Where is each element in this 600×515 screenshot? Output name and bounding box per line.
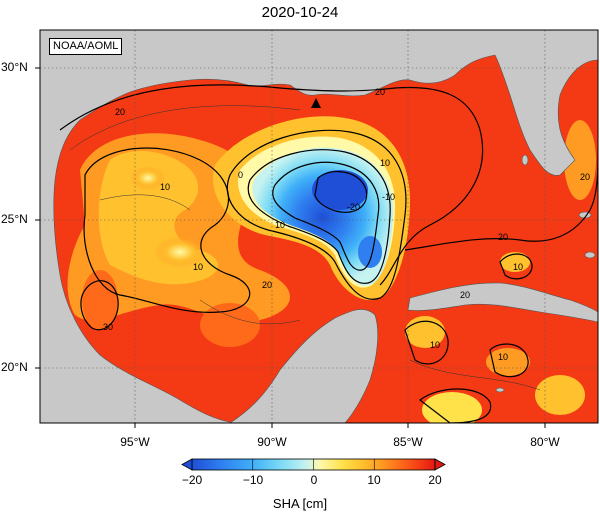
contour-label: 20 [498,232,508,242]
thin-contour-3 [199,299,301,325]
contour-east-10 [499,253,533,280]
land-cuba [407,282,598,323]
colorbar-tick: −20 [181,473,203,487]
lat-label-30: 30°N [1,60,28,74]
contour-loop-neg20 [314,171,368,213]
contour-label: 10 [513,262,523,272]
contour-10-west [83,147,251,313]
contour-label: 10 [498,352,508,362]
colorbar-tick: −10 [242,473,264,487]
caribbean-warm-1 [405,316,445,348]
contour-label: 20 [375,87,385,97]
thin-contour-4 [409,359,541,391]
west-warm-2 [200,303,260,347]
colorbar-tick: 20 [428,473,442,487]
land-island-3 [584,251,596,259]
contour-label: 20 [580,172,590,182]
map-frame [39,29,599,424]
caribbean-warm-2 [422,392,482,423]
land-island-4 [495,387,505,393]
lat-label-25: 25°N [1,212,28,226]
lon-label-90: 90°W [257,435,287,449]
contour-label: -10 [382,192,395,202]
credit-label: NOAA/AOML [49,38,123,55]
contour-label: -20 [347,202,360,212]
contour-west-30 [80,280,119,331]
warm-core-1 [130,166,166,190]
contour-label: 10 [430,340,440,350]
lat-label-20: 20°N [1,360,28,374]
thin-contour-1 [69,105,301,151]
contour-caribbean-10b [419,388,492,423]
lon-label-95: 95°W [120,435,150,449]
west-warm-1 [82,270,118,330]
colorbar [181,458,446,471]
eddy-lobe [358,236,382,268]
lon-label-85: 85°W [393,435,423,449]
contour-loop-10 [226,129,407,300]
land-island-1 [521,154,529,166]
land-north-america [40,30,598,423]
contour-label: 30 [103,322,113,332]
contour-label: 20 [460,290,470,300]
caribbean-warm-4 [535,375,585,415]
contour-caribbean-10c [489,343,529,378]
contour-caribbean-10 [404,320,449,365]
colorbar-tick: 0 [310,473,318,487]
contour-label: 10 [160,182,170,192]
colorbar-tick: 10 [367,473,381,487]
contour-label: 20 [262,280,272,290]
contour-label: 10 [193,262,203,272]
contour-20-north [59,84,484,286]
land-yucatan [229,309,379,423]
warm-core-2 [154,236,206,268]
eddy-core [312,170,368,210]
contour-label: 10 [275,220,285,230]
contour-label: 20 [115,107,125,117]
thin-contour-2 [99,194,191,211]
caribbean-warm-5 [500,252,530,272]
contour-loop-neg10 [272,161,380,271]
lon-label-80: 80°W [530,435,560,449]
caribbean-warm-3 [486,348,530,376]
map-title: 2020-10-24 [261,4,339,21]
contour-loop-0 [247,149,391,284]
contour-label: 0 [238,170,243,180]
contour-label: 10 [380,158,390,168]
colorbar-title: SHA [cm] [272,496,328,511]
station-marker [311,98,321,108]
contour-east-20 [404,149,598,251]
atlantic-warm [564,120,596,200]
